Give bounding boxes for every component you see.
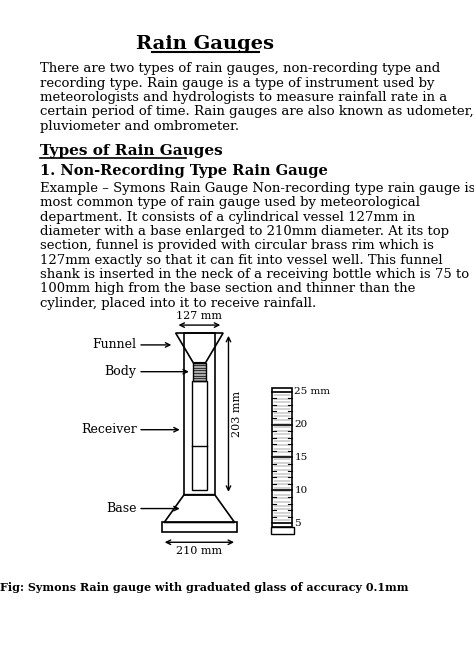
Text: Body: Body (105, 365, 137, 378)
Text: section, funnel is provided with circular brass rim which is: section, funnel is provided with circula… (40, 239, 434, 253)
Text: 20: 20 (294, 420, 308, 429)
Text: 210 mm: 210 mm (176, 546, 222, 556)
Bar (272, 387, 292, 527)
Text: 1. Non-Recording Type Rain Gauge: 1. Non-Recording Type Rain Gauge (40, 164, 328, 178)
Text: Funnel: Funnel (92, 338, 137, 352)
Text: Types of Rain Gauges: Types of Rain Gauges (40, 144, 223, 158)
Text: pluviometer and ombrometer.: pluviometer and ombrometer. (40, 120, 239, 133)
Bar (192, 381, 207, 490)
Text: cylinder, placed into it to receive rainfall.: cylinder, placed into it to receive rain… (40, 297, 317, 310)
Text: meteorologists and hydrologists to measure rainfall rate in a: meteorologists and hydrologists to measu… (40, 91, 447, 104)
Text: department. It consists of a cylindrical vessel 127mm in: department. It consists of a cylindrical… (40, 210, 415, 224)
Text: most common type of rain gauge used by meteorological: most common type of rain gauge used by m… (40, 196, 420, 209)
Text: diameter with a base enlarged to 210mm diameter. At its top: diameter with a base enlarged to 210mm d… (40, 225, 449, 238)
Text: 127mm exactly so that it can fit into vessel well. This funnel: 127mm exactly so that it can fit into ve… (40, 254, 443, 267)
Bar (271, 527, 293, 535)
Text: recording type. Rain gauge is a type of instrument used by: recording type. Rain gauge is a type of … (40, 76, 435, 90)
Text: 25 mm: 25 mm (294, 387, 330, 396)
Text: 203 mm: 203 mm (231, 391, 242, 437)
Text: 15: 15 (294, 453, 308, 462)
Text: 5: 5 (294, 519, 301, 528)
Bar (162, 523, 237, 533)
Text: Example – Symons Rain Gauge Non-recording type rain gauge is: Example – Symons Rain Gauge Non-recordin… (40, 182, 474, 195)
Text: Base: Base (106, 502, 137, 515)
Text: 10: 10 (294, 486, 308, 495)
Text: certain period of time. Rain gauges are also known as udometer,: certain period of time. Rain gauges are … (40, 105, 474, 119)
Bar (184, 333, 215, 494)
Text: Fig: Symons Rain gauge with graduated glass of accuracy 0.1mm: Fig: Symons Rain gauge with graduated gl… (0, 582, 409, 593)
Text: Receiver: Receiver (81, 423, 137, 436)
Text: There are two types of rain gauges, non-recording type and: There are two types of rain gauges, non-… (40, 62, 440, 75)
Text: 100mm high from the base section and thinner than the: 100mm high from the base section and thi… (40, 283, 416, 295)
Text: shank is inserted in the neck of a receiving bottle which is 75 to: shank is inserted in the neck of a recei… (40, 268, 469, 281)
Text: Rain Gauges: Rain Gauges (136, 35, 274, 52)
Text: 127 mm: 127 mm (176, 311, 222, 321)
Bar (193, 362, 206, 381)
